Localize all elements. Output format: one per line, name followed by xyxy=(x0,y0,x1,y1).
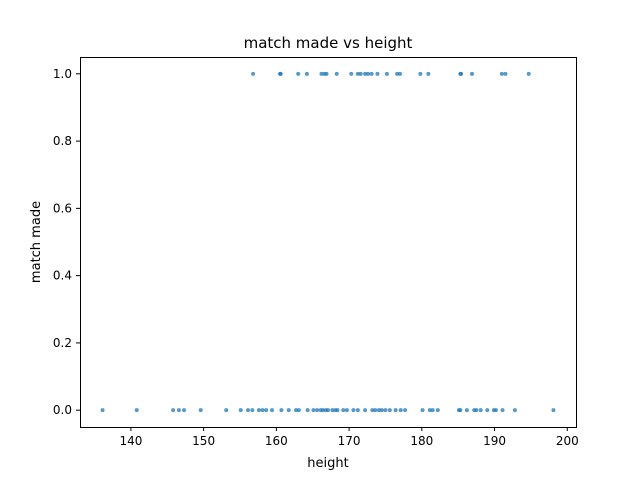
data-point xyxy=(100,408,105,413)
data-point xyxy=(494,408,498,413)
x-tick-label: 200 xyxy=(556,434,579,448)
data-point xyxy=(369,71,374,76)
y-tick-label: 0.6 xyxy=(53,201,72,215)
data-point xyxy=(503,71,508,76)
data-point xyxy=(430,408,435,413)
data-point xyxy=(304,71,309,76)
data-point xyxy=(344,408,349,413)
data-point xyxy=(270,408,274,413)
data-point xyxy=(435,408,440,413)
plot-frame xyxy=(80,57,577,428)
data-point xyxy=(420,408,425,413)
data-point xyxy=(398,408,403,413)
data-points xyxy=(100,71,556,413)
data-point xyxy=(373,408,378,413)
chart-title: match made vs height xyxy=(244,34,413,52)
data-point xyxy=(278,71,283,76)
data-point xyxy=(279,408,284,413)
x-tick-label: 190 xyxy=(483,434,506,448)
data-point xyxy=(370,408,375,413)
data-point xyxy=(427,408,432,413)
data-point xyxy=(326,408,330,413)
data-point xyxy=(499,71,504,76)
y-tick-label: 1.0 xyxy=(53,67,72,81)
data-point xyxy=(376,408,381,413)
data-point xyxy=(260,408,265,413)
data-point xyxy=(182,408,186,413)
data-point xyxy=(526,71,531,76)
data-point xyxy=(330,408,335,413)
data-point xyxy=(264,408,269,413)
data-point xyxy=(551,408,556,413)
data-point xyxy=(251,71,256,76)
x-tick-label: 150 xyxy=(192,434,215,448)
data-point xyxy=(383,408,388,413)
data-point xyxy=(134,408,139,413)
data-point xyxy=(398,71,402,76)
y-axis-label: match made xyxy=(29,201,44,283)
data-point xyxy=(418,71,423,76)
data-point xyxy=(366,71,370,76)
data-point xyxy=(335,408,340,413)
y-tick-label: 0.2 xyxy=(53,336,72,350)
x-tick-label: 140 xyxy=(119,434,142,448)
data-point xyxy=(379,408,384,413)
data-point xyxy=(250,408,255,413)
data-point xyxy=(311,408,316,413)
data-point xyxy=(426,71,431,76)
x-tick-label: 180 xyxy=(410,434,433,448)
data-point xyxy=(393,408,398,413)
data-point xyxy=(485,408,490,413)
data-point xyxy=(315,408,320,413)
data-point xyxy=(363,71,368,76)
data-point xyxy=(246,408,250,413)
data-point xyxy=(470,71,474,76)
x-axis-ticks: 140 150 160 170 180 190 200 xyxy=(119,427,579,448)
data-point xyxy=(474,408,479,413)
x-tick-label: 160 xyxy=(265,434,288,448)
data-point xyxy=(459,71,464,76)
y-tick-label: 0.0 xyxy=(53,403,72,417)
data-point xyxy=(355,71,360,76)
data-point xyxy=(395,71,400,76)
data-point xyxy=(286,408,291,413)
data-point xyxy=(478,408,483,413)
data-point xyxy=(305,408,310,413)
data-point xyxy=(238,408,243,413)
data-point xyxy=(296,71,301,76)
data-point xyxy=(464,408,469,413)
data-point xyxy=(500,408,505,413)
data-point xyxy=(358,71,363,76)
data-point xyxy=(319,71,324,76)
data-point xyxy=(403,408,408,413)
data-point xyxy=(375,71,380,76)
y-axis-ticks: 0.0 0.2 0.4 0.6 0.8 1.0 xyxy=(53,67,80,417)
data-point xyxy=(256,408,261,413)
x-axis-label: height xyxy=(307,456,348,471)
data-point xyxy=(512,408,517,413)
data-point xyxy=(363,408,368,413)
data-point xyxy=(171,408,176,413)
data-point xyxy=(341,408,346,413)
data-point xyxy=(334,71,339,76)
data-point xyxy=(176,408,181,413)
data-point xyxy=(294,408,298,413)
data-point xyxy=(384,71,389,76)
x-tick-label: 170 xyxy=(338,434,361,448)
data-point xyxy=(198,408,203,413)
data-point xyxy=(224,408,229,413)
y-tick-label: 0.4 xyxy=(53,269,72,283)
data-point xyxy=(324,71,329,76)
data-point xyxy=(387,408,392,413)
data-point xyxy=(296,408,301,413)
data-point xyxy=(349,71,354,76)
y-tick-label: 0.8 xyxy=(53,134,72,148)
data-point xyxy=(351,408,356,413)
data-point xyxy=(355,408,360,413)
data-point xyxy=(458,408,463,413)
data-point xyxy=(320,408,325,413)
